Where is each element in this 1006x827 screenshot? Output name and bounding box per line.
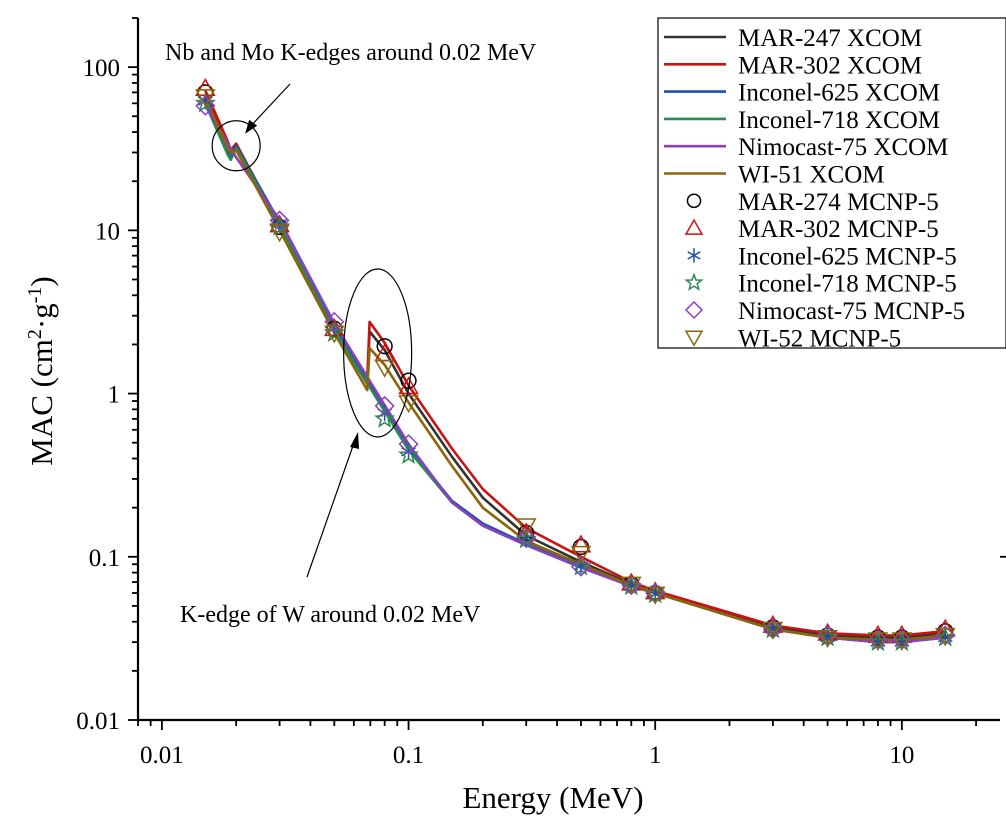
data-point-star [374,407,396,428]
y-tick-label: 100 [83,55,121,82]
data-point-triangle-down [374,359,395,378]
data-point-diamond [374,395,395,416]
asterisk-stroke [518,533,534,543]
legend-marker-circle [686,193,702,209]
legend-marker-star [684,272,704,291]
data-point-circle [376,338,393,355]
y-axis-title-base: MAC (cm [24,339,59,466]
arrowhead-icon [245,119,258,134]
y-axis-title-sup2: -1 [24,287,46,304]
x-tick-label: 1 [649,742,662,769]
data-point-triangle-down [398,395,419,414]
data-point-triangle-down [570,545,592,564]
data-point-star [397,443,420,465]
legend-label: Inconel-625 MCNP-5 [738,243,957,270]
legend-label: Inconel-625 XCOM [738,80,940,107]
annotation-ellipse-w [343,268,413,438]
data-point-star [194,92,216,113]
data-point-triangle-up [570,534,592,553]
asterisk-stroke [687,251,701,260]
data-point-triangle-down [934,627,956,646]
x-tick-label: 10 [889,742,914,769]
legend-label: MAR-274 MCNP-5 [738,189,939,216]
legend-label: Nimocast-75 MCNP-5 [738,298,965,325]
data-point-diamond [570,556,592,577]
annotation-label-w: K-edge of W around 0.02 MeV [180,602,481,628]
data-point-triangle-down [644,586,666,605]
annotation-ellipse-nb-mo [211,120,261,172]
annotations: Nb and Mo K-edges around 0.02 MeV K-edge … [165,40,537,628]
y-tick-label: 10 [95,218,120,245]
annotation-arrow-nb-mo [249,83,291,128]
data-point-triangle-down [269,224,290,243]
legend-label: MAR-302 XCOM [738,52,922,79]
data-point-triangle-down [324,325,345,344]
y-tick-label: 1 [108,382,121,409]
series-line-5 [204,97,946,642]
series-markers [194,77,956,652]
data-point-triangle-up [398,376,419,395]
legend-marker-triangle-up [684,218,704,235]
data-point-triangle-down [891,632,913,651]
legend-marker-diamond [684,300,704,320]
legend-label: MAR-247 XCOM [738,25,922,52]
data-point-triangle-down [621,576,642,595]
data-point-star [934,626,956,647]
legend-label: Inconel-718 XCOM [738,107,940,134]
annotation-label-nb-mo: Nb and Mo K-edges around 0.02 MeV [165,40,537,66]
y-axis-title-sup1: 2 [24,329,46,339]
legend-label: WI-51 XCOM [738,162,885,189]
data-point-triangle-down [515,518,537,537]
data-point-diamond [817,625,838,646]
y-axis-title-mid: ·g [24,303,59,329]
y-tick-label: 0.01 [76,708,120,735]
legend-box [657,17,1006,349]
data-point-triangle-down [817,630,838,649]
data-point-diamond [324,311,345,332]
data-point-triangle-down [867,632,889,651]
y-axis-title-end: ) [24,276,59,286]
data-point-triangle-down [762,621,784,640]
legend-label: Nimocast-75 XCOM [738,134,948,161]
legend-label: Inconel-718 MCNP-5 [738,271,957,298]
x-tick-label: 0.01 [140,742,184,769]
data-point-star [867,630,889,652]
y-tick-label: 0.1 [89,545,120,572]
x-axis-title: Energy (MeV) [462,780,643,815]
data-point-star [891,630,913,652]
data-point-diamond [398,434,419,455]
legend-label: MAR-302 MCNP-5 [738,216,939,243]
legend-marker-asterisk [687,248,701,263]
y-axis-title: MAC (cm2·g-1) [24,276,59,465]
data-point-triangle-down [195,89,216,108]
data-point-diamond [195,95,216,116]
annotation-arrow-w [306,442,355,578]
x-tick-label: 0.1 [393,742,424,769]
arrowhead-icon [350,432,359,449]
data-point-diamond [516,528,537,549]
legend-label: WI-52 MCNP-5 [738,325,901,352]
data-point-diamond [269,210,290,231]
legend-marker-triangle-down [684,330,704,347]
